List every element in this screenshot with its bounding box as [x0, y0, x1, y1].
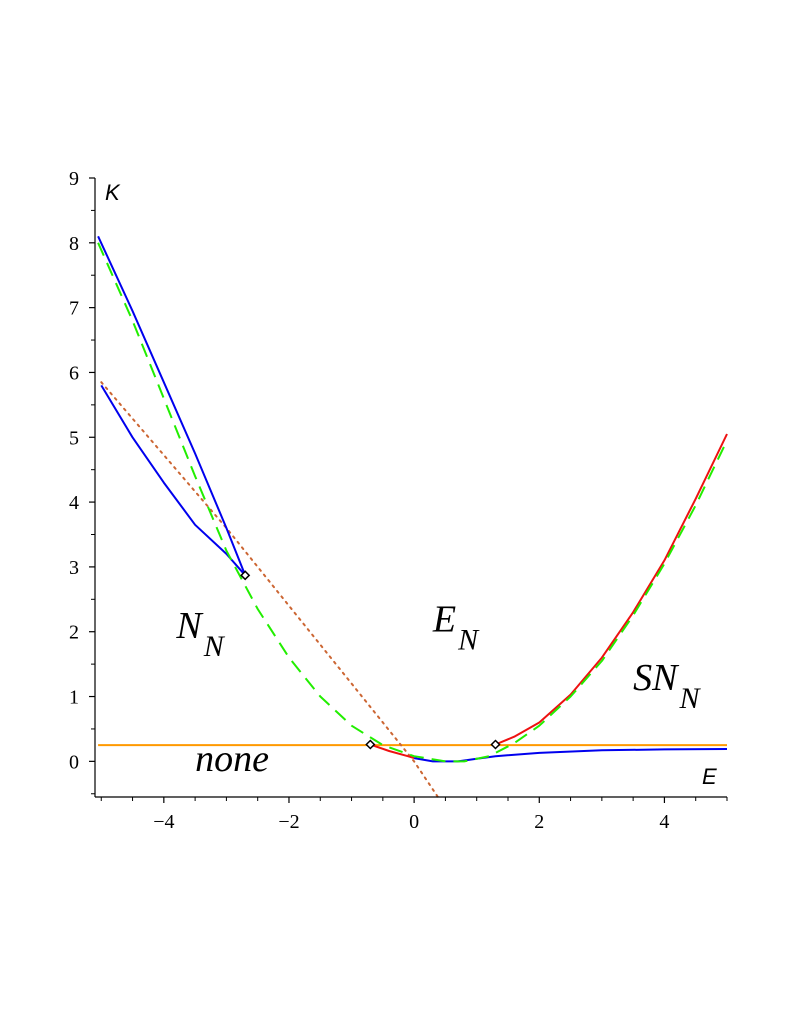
series-line-blue-2	[97, 235, 247, 576]
y-tick-label: 5	[69, 427, 79, 449]
region-label-main: E	[432, 599, 456, 641]
series-line-red-6	[495, 433, 728, 746]
point-marker	[490, 739, 501, 750]
region-label-sub: N	[203, 630, 226, 663]
y-tick-label: 1	[69, 687, 79, 709]
series-layer	[97, 235, 728, 798]
region-label-main: SN	[633, 657, 680, 699]
y-tick-label: 4	[69, 492, 79, 514]
x-tick-label: 0	[409, 811, 419, 833]
region-label-main: none	[195, 738, 269, 780]
y-tick-label: 6	[69, 362, 79, 384]
point-marker	[365, 739, 376, 750]
region-label-sub: N	[457, 624, 480, 657]
point-marker	[240, 570, 251, 581]
x-tick-label: −4	[153, 811, 174, 833]
y-tick-label: 7	[69, 298, 79, 320]
series-line-red-4	[369, 743, 415, 760]
y-tick-label: 9	[69, 168, 79, 190]
region-label: none	[195, 738, 269, 780]
x-tick-label: −2	[278, 811, 299, 833]
region-label-main: N	[175, 605, 204, 647]
series-line-blue-5	[413, 748, 728, 763]
ticks-layer: −4 −2 0 2 4 0 1 2 3 4 5 6 7 8 9	[69, 168, 728, 833]
series-line-brown_dotted-1	[100, 381, 439, 798]
markers-layer	[240, 570, 501, 750]
y-tick-label: 2	[69, 622, 79, 644]
x-axis-label: E	[702, 764, 717, 789]
axes-layer: K E	[94, 178, 727, 798]
y-tick-label: 3	[69, 557, 79, 579]
y-tick-label: 0	[69, 751, 79, 773]
x-tick-label: 2	[534, 811, 544, 833]
y-axis-label: K	[105, 180, 121, 205]
x-tick-label: 4	[659, 811, 669, 833]
region-label-sub: N	[678, 682, 701, 715]
series-line-blue-3	[100, 384, 246, 576]
y-tick-label: 8	[69, 233, 79, 255]
region-label: SN N	[633, 657, 701, 715]
series-line-green-7	[97, 242, 728, 763]
